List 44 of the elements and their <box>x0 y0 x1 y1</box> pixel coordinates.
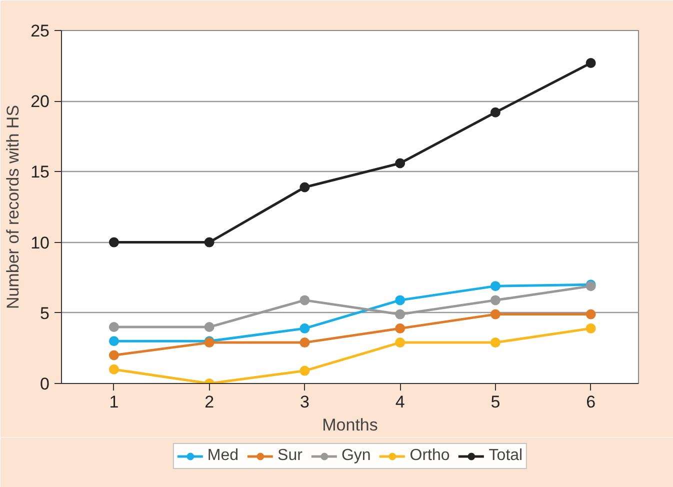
point <box>300 323 310 334</box>
legend-label: Sur <box>278 447 302 465</box>
x-tick-label: 4 <box>395 392 405 412</box>
point <box>490 107 500 118</box>
x-tick-label: 6 <box>586 392 596 412</box>
point <box>300 182 310 192</box>
point <box>395 338 406 348</box>
point <box>204 322 214 332</box>
point <box>300 338 310 348</box>
y-tick-label: 0 <box>40 374 50 394</box>
point <box>586 58 596 68</box>
point <box>108 350 119 360</box>
y-tick-label: 15 <box>30 162 50 182</box>
point <box>108 237 119 248</box>
point <box>300 366 310 376</box>
point <box>108 364 119 374</box>
point <box>490 281 500 292</box>
y-tick-label: 5 <box>40 304 50 323</box>
point <box>490 338 500 348</box>
point <box>204 237 214 248</box>
legend-label: Total <box>488 447 523 465</box>
x-tick-label: 3 <box>300 392 310 412</box>
legend-label: Med <box>207 447 239 465</box>
legend-label: Gyn <box>341 447 371 465</box>
y-tick-label: 20 <box>30 92 50 112</box>
x-tick-label: 5 <box>490 392 500 412</box>
legend-label: Ortho <box>410 447 450 465</box>
x-axis-title: Months <box>322 416 378 434</box>
y-tick-label: 10 <box>30 233 50 252</box>
point <box>586 309 596 320</box>
point <box>586 323 596 334</box>
y-axis-title: Number of records with HS <box>4 104 23 310</box>
point <box>300 295 310 306</box>
x-tick-label: 2 <box>204 392 214 412</box>
point <box>395 323 406 334</box>
point <box>395 158 406 168</box>
point <box>395 295 406 306</box>
point <box>108 336 119 346</box>
point <box>490 309 500 320</box>
y-tick-label: 25 <box>30 22 50 40</box>
point <box>490 295 500 306</box>
x-tick-label: 1 <box>109 392 119 412</box>
point <box>108 322 119 332</box>
point <box>395 309 406 320</box>
